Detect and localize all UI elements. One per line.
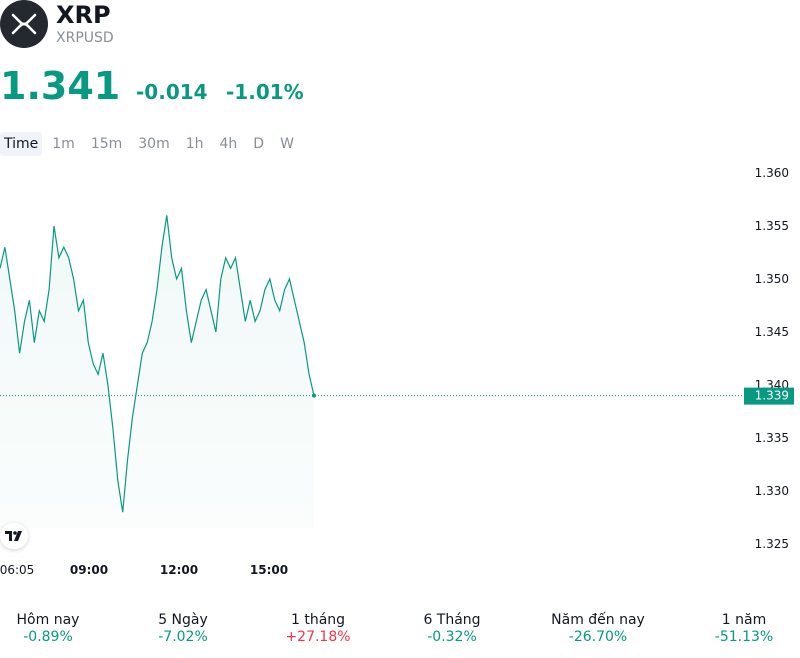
tradingview-logo-icon[interactable] xyxy=(0,523,28,549)
perf-label: 5 Ngày xyxy=(158,612,208,628)
x-tick-label: 12:00 xyxy=(160,563,198,577)
tab-time[interactable]: Time xyxy=(0,132,43,156)
perf-label: 1 năm xyxy=(721,612,767,628)
xrp-logo-icon xyxy=(0,0,48,48)
price-change: -0.014 xyxy=(136,80,208,104)
perf-item-today[interactable]: Hôm nay -0.89% xyxy=(0,612,108,646)
perf-value: -0.32% xyxy=(427,629,477,645)
perf-item-1y[interactable]: 1 năm -51.13% xyxy=(684,612,800,646)
perf-item-1m[interactable]: 1 tháng +27.18% xyxy=(258,612,378,646)
perf-value: -7.02% xyxy=(158,629,208,645)
y-tick-label: 1.350 xyxy=(755,272,789,286)
y-tick-label: 1.325 xyxy=(755,537,789,551)
current-price-label: 1.339 xyxy=(755,389,789,403)
price-chart[interactable]: 1.3601.3551.3501.3451.3401.3351.3301.325… xyxy=(0,160,800,590)
perf-item-6m[interactable]: 6 Tháng -0.32% xyxy=(392,612,512,646)
tab-15m[interactable]: 15m xyxy=(90,136,123,152)
tab-1m[interactable]: 1m xyxy=(52,136,75,152)
perf-label: Năm đến nay xyxy=(551,612,645,628)
perf-item-ytd[interactable]: Năm đến nay -26.70% xyxy=(538,612,658,646)
y-tick-label: 1.360 xyxy=(755,166,789,180)
price-series-line xyxy=(0,215,315,513)
y-tick-label: 1.355 xyxy=(755,219,789,233)
y-tick-label: 1.330 xyxy=(755,484,789,498)
tab-d[interactable]: D xyxy=(253,136,265,152)
perf-label: 6 Tháng xyxy=(423,612,481,628)
price-area-fill xyxy=(0,215,314,528)
perf-value: -26.70% xyxy=(568,629,628,645)
perf-value: -51.13% xyxy=(714,629,774,645)
last-price: 1.341 xyxy=(0,64,121,108)
x-tick-label: 06:05 xyxy=(0,563,34,577)
x-tick-label: 15:00 xyxy=(250,563,288,577)
last-price-point xyxy=(312,393,316,398)
perf-label: 1 tháng xyxy=(290,612,346,628)
perf-value: -0.89% xyxy=(23,629,73,645)
tab-1h[interactable]: 1h xyxy=(185,136,204,152)
x-tick-label: 09:00 xyxy=(70,563,108,577)
ticker-subtitle: XRPUSD xyxy=(56,30,114,46)
perf-value: +27.18% xyxy=(285,629,351,645)
price-change-percent: -1.01% xyxy=(226,80,304,104)
tab-w[interactable]: W xyxy=(280,136,294,152)
tab-30m[interactable]: 30m xyxy=(138,136,170,152)
symbol-title: XRP xyxy=(56,1,111,29)
tab-4h[interactable]: 4h xyxy=(219,136,238,152)
y-tick-label: 1.335 xyxy=(755,431,789,445)
current-price-badge xyxy=(744,387,794,405)
perf-item-5d[interactable]: 5 Ngày -7.02% xyxy=(123,612,243,646)
perf-label: Hôm nay xyxy=(16,612,80,628)
timeframe-tabs: Time 1m 15m 30m 1h 4h D W xyxy=(0,132,302,156)
y-tick-label: 1.345 xyxy=(755,325,789,339)
